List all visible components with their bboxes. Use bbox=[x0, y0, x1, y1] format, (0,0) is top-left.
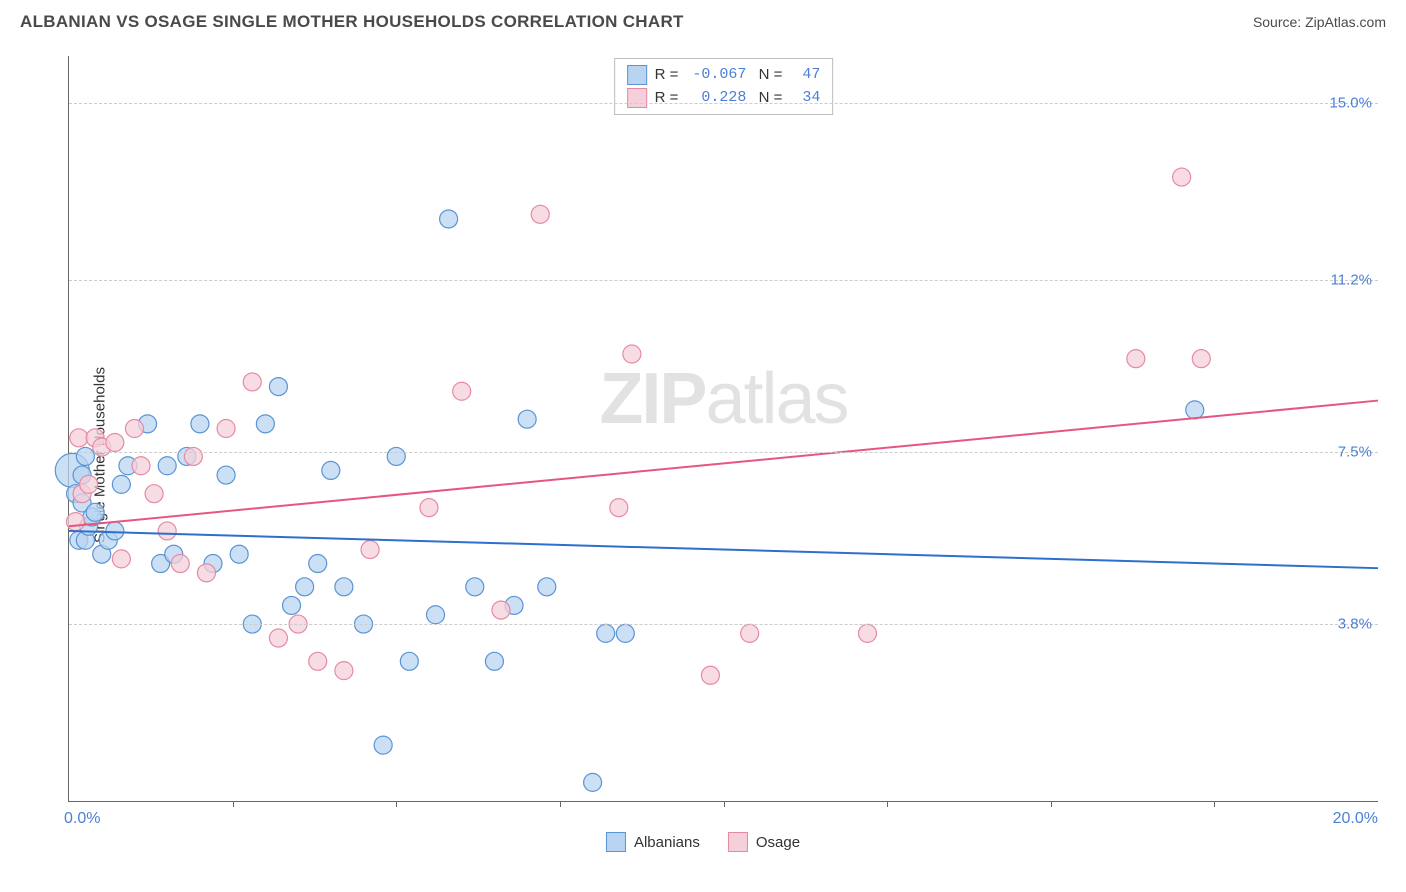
data-point bbox=[1186, 401, 1204, 419]
x-tick bbox=[1051, 801, 1052, 807]
legend-item-albanians: Albanians bbox=[606, 832, 700, 852]
data-point bbox=[70, 429, 88, 447]
legend-item-osage: Osage bbox=[728, 832, 800, 852]
data-point bbox=[67, 513, 85, 531]
data-point bbox=[230, 545, 248, 563]
data-point bbox=[158, 522, 176, 540]
chart-header: ALBANIAN VS OSAGE SINGLE MOTHER HOUSEHOL… bbox=[0, 0, 1406, 40]
y-tick-label: 7.5% bbox=[1338, 443, 1372, 460]
source-label: Source: bbox=[1253, 14, 1301, 30]
data-point bbox=[125, 420, 143, 438]
data-point bbox=[112, 475, 130, 493]
gridline bbox=[69, 280, 1378, 281]
data-point bbox=[191, 415, 209, 433]
x-tick bbox=[560, 801, 561, 807]
x-tick bbox=[1214, 801, 1215, 807]
data-point bbox=[269, 378, 287, 396]
data-point bbox=[184, 447, 202, 465]
data-point bbox=[466, 578, 484, 596]
x-tick bbox=[887, 801, 888, 807]
data-point bbox=[427, 606, 445, 624]
data-point bbox=[453, 382, 471, 400]
swatch-albanians-icon bbox=[606, 832, 626, 852]
data-point bbox=[400, 652, 418, 670]
data-point bbox=[132, 457, 150, 475]
y-tick-label: 11.2% bbox=[1331, 271, 1372, 288]
source-attribution: Source: ZipAtlas.com bbox=[1253, 14, 1386, 30]
data-point bbox=[269, 629, 287, 647]
data-point bbox=[440, 210, 458, 228]
legend-bottom: Albanians Osage bbox=[606, 832, 800, 852]
data-point bbox=[538, 578, 556, 596]
data-point bbox=[616, 624, 634, 642]
chart-title: ALBANIAN VS OSAGE SINGLE MOTHER HOUSEHOL… bbox=[20, 12, 684, 32]
gridline bbox=[69, 452, 1378, 453]
swatch-osage-icon bbox=[728, 832, 748, 852]
data-point bbox=[197, 564, 215, 582]
data-point bbox=[217, 420, 235, 438]
data-point bbox=[243, 373, 261, 391]
data-point bbox=[584, 773, 602, 791]
x-tick bbox=[396, 801, 397, 807]
data-point bbox=[387, 447, 405, 465]
chart-container: Single Mother Households ZIPatlas R = -0… bbox=[20, 48, 1386, 862]
data-point bbox=[531, 205, 549, 223]
x-tick bbox=[724, 801, 725, 807]
data-point bbox=[492, 601, 510, 619]
data-point bbox=[858, 624, 876, 642]
data-point bbox=[374, 736, 392, 754]
data-point bbox=[283, 596, 301, 614]
y-tick-label: 15.0% bbox=[1329, 94, 1372, 111]
data-point bbox=[112, 550, 130, 568]
scatter-svg bbox=[69, 56, 1378, 801]
data-point bbox=[485, 652, 503, 670]
data-point bbox=[1173, 168, 1191, 186]
data-point bbox=[335, 578, 353, 596]
data-point bbox=[1127, 350, 1145, 368]
data-point bbox=[145, 485, 163, 503]
data-point bbox=[171, 555, 189, 573]
data-point bbox=[256, 415, 274, 433]
data-point bbox=[623, 345, 641, 363]
y-tick-label: 3.8% bbox=[1338, 616, 1372, 633]
data-point bbox=[420, 499, 438, 517]
data-point bbox=[701, 666, 719, 684]
x-axis-start-label: 0.0% bbox=[64, 810, 100, 828]
data-point bbox=[597, 624, 615, 642]
gridline bbox=[69, 624, 1378, 625]
data-point bbox=[741, 624, 759, 642]
data-point bbox=[335, 662, 353, 680]
data-point bbox=[518, 410, 536, 428]
source-link[interactable]: ZipAtlas.com bbox=[1305, 14, 1386, 30]
data-point bbox=[1192, 350, 1210, 368]
data-point bbox=[309, 652, 327, 670]
x-tick bbox=[233, 801, 234, 807]
data-point bbox=[322, 461, 340, 479]
data-point bbox=[361, 541, 379, 559]
data-point bbox=[76, 447, 94, 465]
gridline bbox=[69, 103, 1378, 104]
data-point bbox=[106, 433, 124, 451]
x-axis-end-label: 20.0% bbox=[1333, 810, 1378, 828]
data-point bbox=[86, 503, 104, 521]
data-point bbox=[80, 475, 98, 493]
plot-area: ZIPatlas R = -0.067 N = 47 R = 0.228 N =… bbox=[68, 56, 1378, 802]
data-point bbox=[217, 466, 235, 484]
data-point bbox=[158, 457, 176, 475]
regression-line bbox=[69, 531, 1378, 568]
data-point bbox=[610, 499, 628, 517]
data-point bbox=[296, 578, 314, 596]
data-point bbox=[106, 522, 124, 540]
data-point bbox=[309, 555, 327, 573]
